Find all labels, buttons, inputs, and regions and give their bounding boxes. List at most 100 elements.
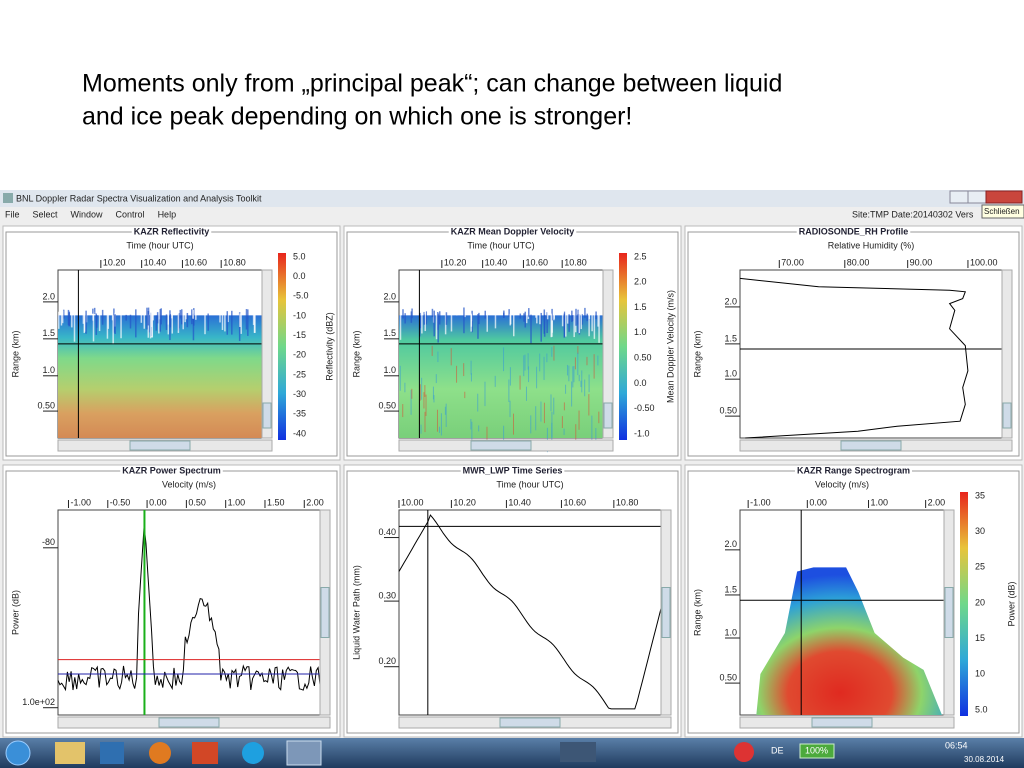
radar-texture	[512, 413, 514, 435]
y-tick-label: 1.0e+02	[22, 697, 55, 707]
radar-texture	[424, 411, 426, 433]
colorbar-tick-label: 5.0	[975, 704, 988, 714]
scroll-thumb[interactable]	[603, 402, 613, 429]
radar-texture	[227, 312, 229, 323]
clock-date: 30.08.2014	[964, 755, 1005, 764]
radar-texture	[519, 375, 521, 390]
menu-item[interactable]: Window	[71, 209, 104, 219]
y-tick-label: 1.5	[383, 328, 396, 338]
radar-texture	[494, 375, 496, 387]
radar-texture	[571, 310, 573, 322]
window-title: BNL Doppler Radar Spectra Visualization …	[16, 193, 262, 203]
radar-texture	[423, 311, 425, 325]
start-button[interactable]	[5, 740, 31, 766]
scroll-thumb[interactable]	[320, 587, 330, 638]
radar-texture	[581, 370, 583, 393]
radar-texture	[530, 314, 532, 344]
x-tick-label: 10.60	[184, 257, 207, 267]
colorbar-tick-label: 2.5	[634, 251, 647, 261]
status: Site:TMP Date:20140302 Vers	[852, 209, 974, 219]
firefox-icon[interactable]	[149, 742, 171, 764]
radar-texture	[536, 309, 538, 324]
skype-icon[interactable]	[242, 742, 264, 764]
radar-texture	[423, 392, 425, 409]
language[interactable]: DE	[771, 745, 784, 755]
radar-texture	[147, 311, 150, 326]
radar-texture	[247, 309, 249, 336]
radar-texture	[486, 309, 488, 332]
radar-texture	[543, 356, 545, 380]
menu-item[interactable]: File	[5, 209, 20, 219]
media-icon[interactable]	[100, 742, 124, 764]
radar-texture	[523, 355, 525, 377]
radar-texture	[540, 401, 542, 422]
v-scrollbar[interactable]	[602, 269, 614, 439]
colorbar-tick-label: -10	[293, 310, 306, 320]
radar-texture	[572, 315, 574, 321]
v-scrollbar[interactable]	[261, 269, 273, 439]
radar-texture	[575, 424, 577, 448]
v-scrollbar[interactable]	[1001, 269, 1013, 439]
radar-texture	[179, 309, 182, 319]
scroll-thumb[interactable]	[470, 440, 532, 451]
radar-texture	[420, 424, 422, 434]
radar-texture	[546, 353, 548, 363]
radar-texture	[411, 308, 413, 319]
radar-texture	[586, 313, 588, 322]
scroll-thumb[interactable]	[661, 587, 671, 638]
minimize-button[interactable]	[949, 190, 969, 204]
scroll-thumb[interactable]	[158, 717, 220, 728]
scroll-thumb[interactable]	[840, 440, 902, 451]
radar-texture	[421, 377, 423, 400]
radar-texture	[586, 356, 588, 366]
radar-texture	[95, 313, 98, 335]
menu-item[interactable]: Control	[116, 209, 145, 219]
colorbar-tick-label: 35	[975, 490, 985, 500]
spectrum-curve	[57, 526, 321, 692]
radar-texture	[470, 418, 472, 430]
scroll-thumb[interactable]	[129, 440, 191, 451]
scroll-thumb[interactable]	[1002, 402, 1012, 429]
y-axis-label: Range (km)	[692, 589, 702, 636]
radar-texture	[402, 404, 404, 418]
menu-item[interactable]: Select	[33, 209, 59, 219]
menu-item[interactable]: Help	[158, 209, 177, 219]
scroll-thumb[interactable]	[499, 717, 561, 728]
radar-texture	[578, 410, 580, 430]
radar-texture	[444, 406, 446, 415]
java-icon[interactable]	[286, 740, 322, 766]
radar-texture	[591, 415, 593, 442]
scroll-thumb[interactable]	[811, 717, 873, 728]
radar-texture	[568, 314, 570, 332]
radar-texture	[588, 394, 590, 416]
x-tick-label: 0.50	[188, 497, 206, 507]
radar-texture	[444, 309, 447, 335]
notify-icon	[734, 742, 754, 762]
powerpoint-icon[interactable]	[192, 742, 218, 764]
radar-texture	[186, 312, 189, 328]
radar-texture	[226, 311, 229, 335]
radar-texture	[184, 314, 186, 323]
radar-texture	[146, 307, 148, 330]
explorer-icon[interactable]	[55, 742, 85, 764]
radar-texture	[93, 307, 96, 315]
plot-area	[739, 269, 1003, 439]
maximize-button[interactable]	[967, 190, 987, 204]
scroll-thumb[interactable]	[262, 402, 272, 429]
slide-text: Moments only from „principal peak“; can …	[82, 70, 782, 98]
radar-texture	[82, 307, 85, 324]
x-tick-label: 10.20	[444, 257, 467, 267]
radar-texture	[151, 308, 153, 327]
y-axis-label: Range (km)	[692, 330, 702, 377]
colorbar-tick-label: 0.50	[634, 353, 652, 363]
x-tick-label: 2.00	[928, 497, 946, 507]
title-bg	[120, 466, 223, 476]
radar-texture	[508, 379, 510, 402]
title-bg	[131, 227, 212, 237]
x-tick-label: 10.00	[401, 497, 424, 507]
close-button[interactable]	[985, 190, 1023, 204]
radar-texture	[595, 428, 597, 444]
radar-texture	[445, 403, 447, 427]
scroll-thumb[interactable]	[944, 587, 954, 638]
radar-texture	[424, 310, 426, 332]
